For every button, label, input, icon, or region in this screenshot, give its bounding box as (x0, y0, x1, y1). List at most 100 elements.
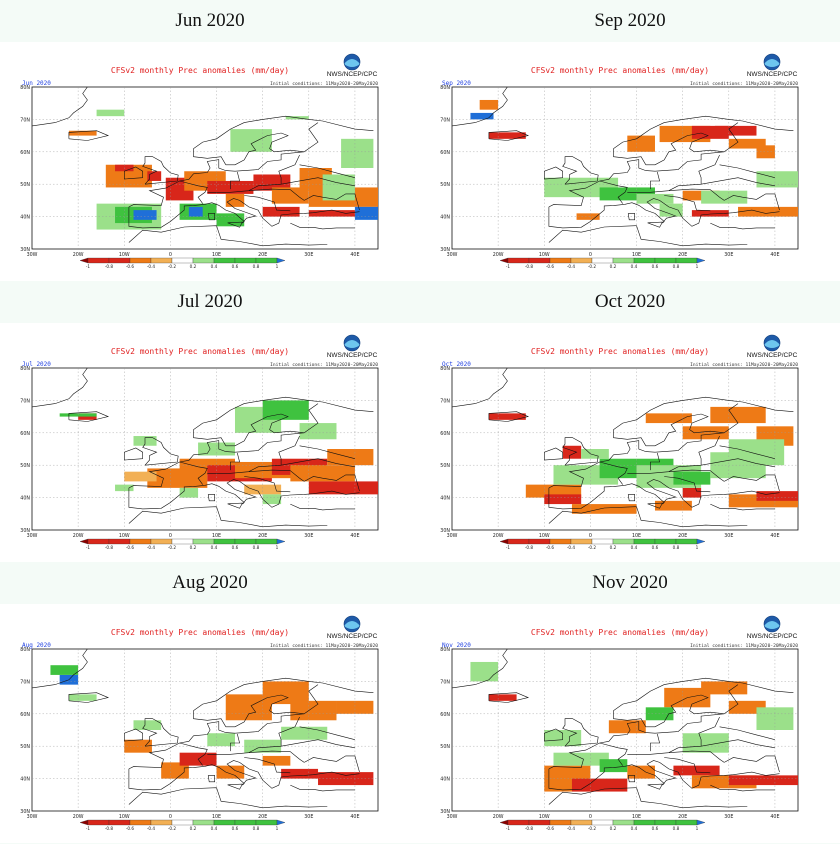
lon-tick-label: 40E (770, 533, 779, 539)
colorbar-swatch (108, 538, 131, 545)
anomaly-cell (244, 739, 282, 753)
noaa-logo-icon (763, 53, 781, 71)
anomaly-cell (710, 406, 766, 424)
month-title: Oct 2020 (594, 291, 666, 312)
lat-tick-label: 30N (440, 809, 450, 815)
anomaly-map: CFSv2 monthly Prec anomalies (mm/day) NWS… (440, 53, 799, 269)
anomaly-cell (470, 661, 499, 682)
init-conditions-label: Initial conditions: 11May2020-20May2020 (690, 81, 798, 87)
colorbar-tick-label: -0.4 (567, 545, 576, 550)
forecast-cell: Jul 2020 CFSv2 monthly Prec anomalies (mm… (0, 281, 420, 562)
colorbar-tick-label: 0.6 (652, 264, 659, 269)
colorbar-tick-label: 0.2 (610, 545, 617, 550)
lat-tick-label: 60N (440, 431, 450, 437)
anomaly-cell (188, 206, 203, 217)
colorbar-swatch (528, 819, 551, 826)
map-panel: CFSv2 monthly Prec anomalies (mm/day) NWS… (0, 42, 420, 281)
lat-tick-label: 50N (440, 182, 450, 188)
colorbar-swatch (570, 538, 593, 545)
lon-tick-label: 20W (73, 814, 84, 820)
lon-tick-label: 0 (169, 814, 172, 820)
colorbar-tick-label: -0.2 (588, 545, 597, 550)
anomaly-cell (161, 762, 189, 779)
colorbar-swatch (276, 257, 286, 264)
colorbar-swatch (591, 538, 614, 545)
anomaly-cell (756, 171, 798, 188)
anomaly-cell (488, 694, 517, 701)
lat-tick-label: 60N (20, 712, 30, 718)
colorbar-swatch (696, 257, 706, 264)
noaa-logo-icon (343, 615, 361, 633)
colorbar-swatch (633, 819, 656, 826)
colorbar-tick-label: 0.4 (211, 264, 218, 269)
anomaly-cell (581, 449, 609, 459)
anomaly-cell (488, 132, 526, 139)
colorbar-tick-label: 0.6 (652, 826, 659, 831)
anomaly-cell (262, 681, 309, 705)
init-conditions-label: Initial conditions: 11May2020-20May2020 (270, 362, 378, 368)
colorbar-swatch (507, 257, 530, 264)
anomaly-cell (308, 481, 378, 495)
colorbar-swatch (612, 257, 635, 264)
lon-tick-label: 10W (119, 533, 130, 539)
month-title: Aug 2020 (172, 572, 248, 593)
lon-tick-label: 10W (539, 533, 550, 539)
anomaly-cell (281, 768, 319, 779)
colorbar-tick-label: 0.2 (190, 545, 197, 550)
map-panel: CFSv2 monthly Prec anomalies (mm/day) NWS… (420, 42, 840, 281)
init-conditions-label: Initial conditions: 11May2020-20May2020 (270, 643, 378, 649)
colorbar-tick-label: 0.8 (253, 545, 260, 550)
lat-tick-label: 40N (20, 215, 30, 221)
colorbar-tick-label: -0.8 (525, 264, 534, 269)
lon-tick-label: 10W (119, 814, 130, 820)
agency-label: NWS/NCEP/CPC (327, 633, 378, 640)
anomaly-cell (207, 733, 235, 747)
anomaly-cell (608, 720, 646, 734)
anomaly-map: CFSv2 monthly Prec anomalies (mm/day) NWS… (440, 334, 799, 550)
lat-tick-label: 80N (20, 647, 30, 653)
colorbar-tick-label: 0.8 (673, 264, 680, 269)
lat-tick-label: 70N (20, 679, 30, 685)
map-header: CFSv2 monthly Prec anomalies (mm/day) (111, 66, 289, 75)
anomaly-cell (124, 471, 157, 482)
anomaly-cell (271, 187, 309, 204)
colorbar-swatch (696, 538, 706, 545)
colorbar-swatch (150, 819, 173, 826)
lat-tick-label: 50N (20, 463, 30, 469)
anomaly-cell (147, 171, 162, 181)
colorbar-tick-label: 0.8 (673, 826, 680, 831)
lat-tick-label: 60N (440, 150, 450, 156)
anomaly-cell (262, 206, 300, 217)
colorbar-swatch (507, 538, 530, 545)
colorbar-swatch (150, 538, 173, 545)
colorbar-tick-label: -1 (506, 826, 511, 831)
lon-tick-label: 10E (212, 252, 221, 258)
corner-label: Aug 2020 (22, 642, 51, 649)
anomaly-cell (654, 500, 692, 511)
colorbar-tick-label: 0.6 (232, 264, 239, 269)
colorbar-tick-label: -0.8 (105, 264, 114, 269)
colorbar-tick-label: -1 (506, 545, 511, 550)
colorbar-swatch (150, 257, 173, 264)
colorbar-tick-label: -0.6 (126, 545, 135, 550)
colorbar-tick-label: 0.2 (190, 264, 197, 269)
anomaly-cell (645, 413, 692, 424)
corner-label: Sep 2020 (442, 80, 471, 87)
anomaly-cell (96, 109, 125, 117)
colorbar-tick-label: -1 (506, 264, 511, 269)
coastline-layer (452, 649, 794, 809)
lon-tick-label: 30E (724, 533, 733, 539)
lon-tick-label: 0 (589, 533, 592, 539)
colorbar-tick-label: 1 (276, 264, 279, 269)
anomaly-cell (756, 145, 775, 159)
anomaly-cell (341, 138, 374, 168)
colorbar-swatch (108, 819, 131, 826)
colorbar-tick-label: -0.2 (168, 826, 177, 831)
colorbar-tick-label: 0.6 (232, 826, 239, 831)
lon-tick-label: 30E (304, 252, 313, 258)
colorbar-swatch (87, 819, 110, 826)
lat-tick-label: 70N (440, 679, 450, 685)
colorbar-tick-label: -0.8 (525, 826, 534, 831)
colorbar-swatch (213, 538, 236, 545)
lon-tick-label: 20E (258, 533, 267, 539)
